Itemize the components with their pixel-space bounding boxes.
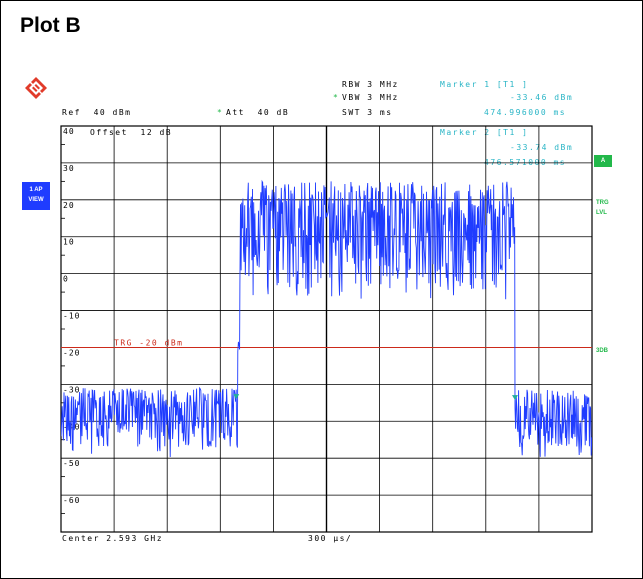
trace-a-label: A — [600, 158, 606, 164]
lvl-label: LVL — [596, 210, 607, 216]
3db-label: 3DB — [596, 348, 609, 354]
vbw-star: * — [333, 93, 340, 102]
y-tick-label: -30 — [63, 385, 80, 394]
y-tick-label: 0 — [63, 275, 69, 284]
trigger-level-label: TRG -20 dBm — [114, 338, 183, 347]
y-tick-label: -60 — [63, 496, 80, 505]
rbw-label: RBW 3 MHz — [342, 80, 399, 89]
y-tick-label: -20 — [63, 348, 80, 357]
y-tick-label: 10 — [63, 238, 75, 247]
marker-1-symbol — [233, 394, 240, 400]
marker2-label: Marker 2 [T1 ] — [440, 128, 529, 137]
att-star: * — [217, 108, 224, 117]
trace-a-badge — [594, 155, 612, 167]
marker2-time: 476.571000 ms — [484, 158, 567, 167]
view-badge — [22, 182, 50, 210]
y-tick-label: 30 — [63, 164, 75, 173]
trace-series-line — [61, 179, 592, 458]
time-per-division: 300 µs/ — [308, 534, 353, 543]
ref-label: Ref 40 dBm — [62, 108, 132, 117]
view-badge-line2: VIEW — [28, 197, 44, 203]
center-frequency: Center 2.593 GHz — [62, 534, 164, 543]
y-tick-label: -10 — [63, 312, 80, 321]
vbw-label: VBW 3 MHz — [342, 93, 399, 102]
marker2-level: -33.74 dBm — [510, 143, 574, 152]
plot-title: Plot B — [20, 14, 81, 37]
marker1-level: -33.46 dBm — [510, 93, 574, 102]
rs-logo-icon — [25, 77, 47, 99]
marker1-label: Marker 1 [T1 ] — [440, 80, 529, 89]
offset-label: Offset 12 dB — [90, 128, 173, 137]
y-tick-label: -50 — [63, 459, 80, 468]
y-tick-label: 20 — [63, 201, 75, 210]
marker-2-symbol — [512, 395, 519, 401]
y-tick-label: 40 — [63, 127, 75, 136]
swt-label: SWT 3 ms — [342, 108, 393, 117]
trg-label: TRG — [596, 200, 609, 206]
marker1-time: 474.996000 ms — [484, 108, 567, 117]
view-badge-line1: 1 AP — [29, 187, 43, 193]
att-label: Att 40 dB — [226, 108, 290, 117]
